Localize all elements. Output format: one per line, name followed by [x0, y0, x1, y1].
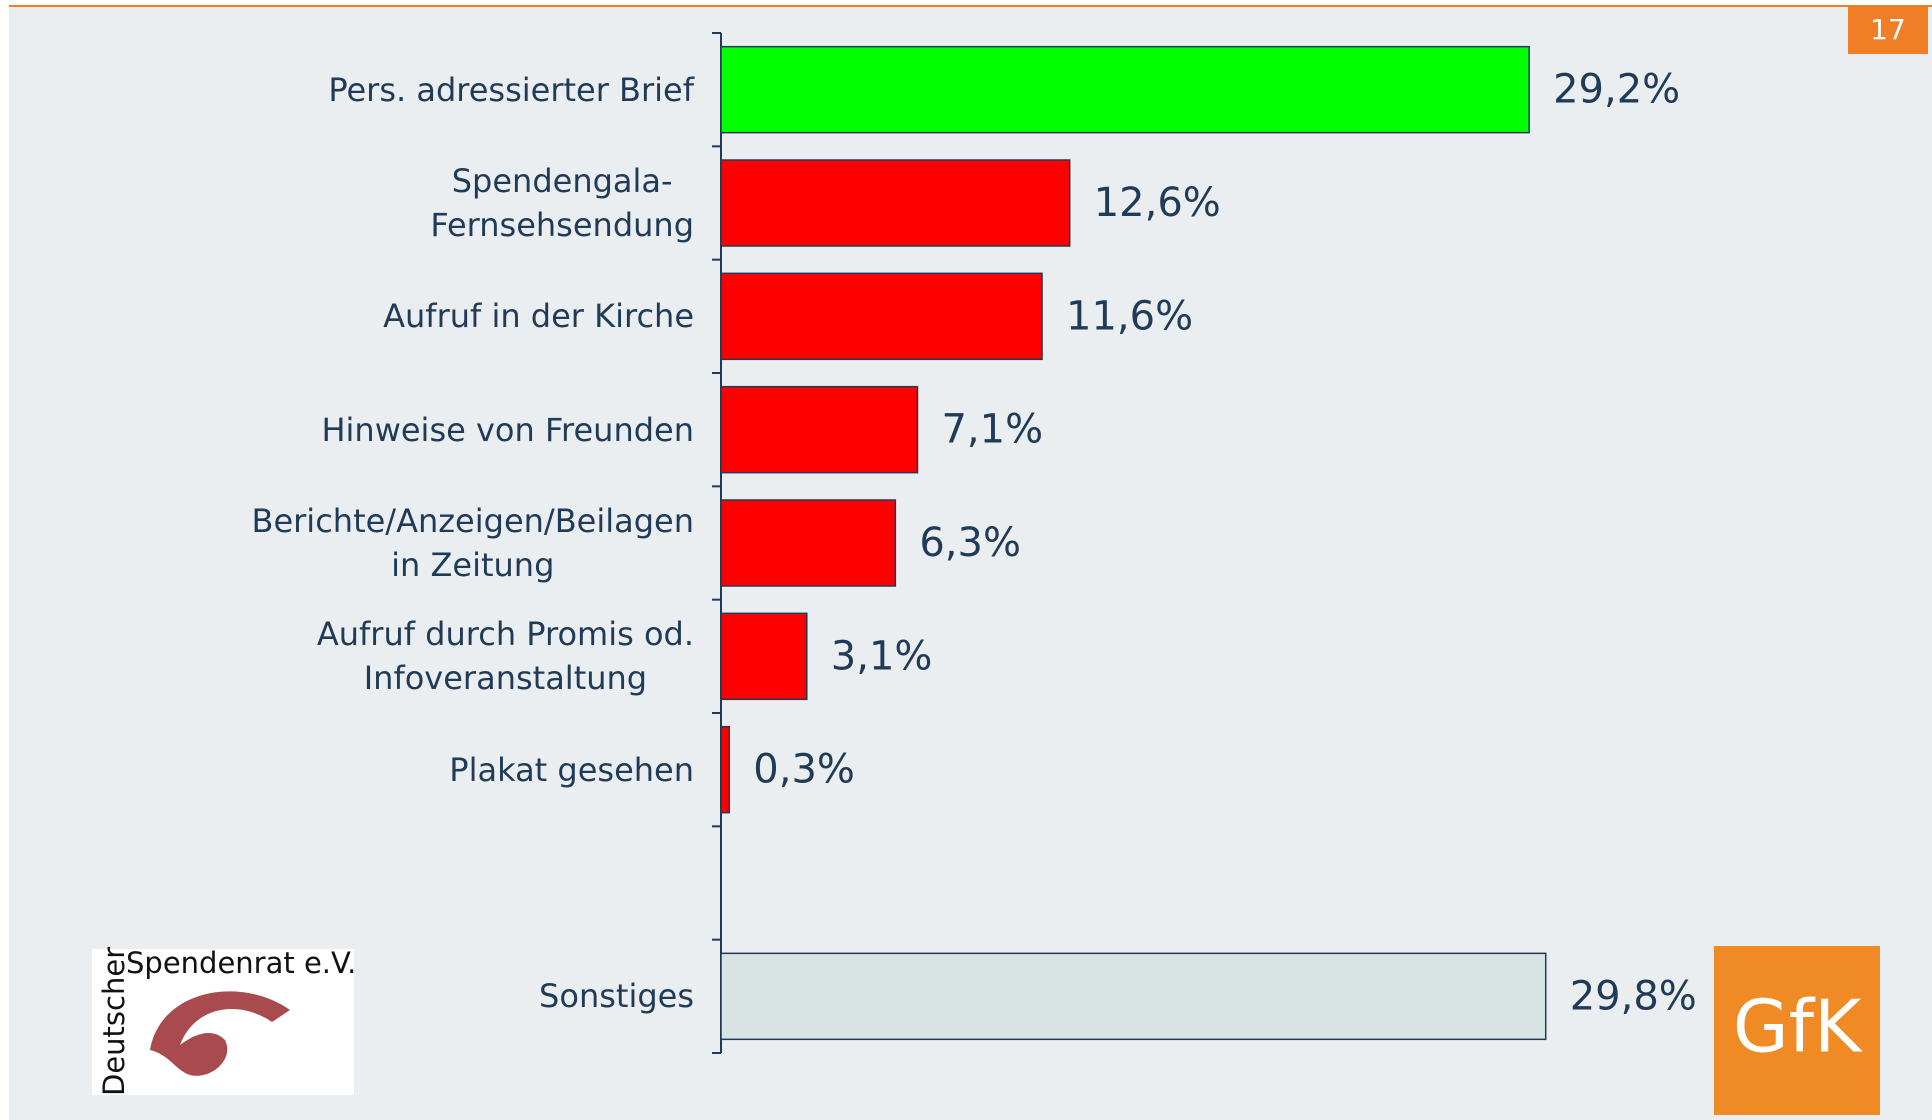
logo-text: Deutscher	[97, 947, 131, 1096]
page-number: 17	[1870, 13, 1906, 46]
bar	[720, 499, 897, 587]
category-label: Plakat gesehen	[449, 750, 694, 789]
logo-text: Spendenrat e.V.	[126, 946, 356, 980]
gfk-logo: GfK	[1733, 985, 1863, 1069]
category-label: Pers. adressierter Brief	[328, 70, 694, 109]
value-label: 7,1%	[941, 407, 1043, 453]
value-label: 0,3%	[753, 747, 855, 793]
bar	[720, 272, 1043, 361]
value-label: 12,6%	[1094, 180, 1221, 226]
category-label: Aufruf durch Promis od. Infoveranstaltun…	[316, 615, 694, 698]
category-label: Sonstiges	[539, 977, 694, 1016]
category-label: Berichte/Anzeigen/Beilagen in Zeitung	[251, 502, 695, 584]
value-label: 29,2%	[1553, 67, 1680, 113]
category-label: Spendengala- Fernsehsendung	[430, 162, 694, 244]
value-label: 6,3%	[919, 520, 1021, 566]
bar	[720, 725, 731, 814]
value-label: 3,1%	[831, 633, 933, 679]
category-label: Aufruf in der Kirche	[383, 297, 694, 336]
bar	[720, 385, 919, 474]
value-label: 29,8%	[1570, 973, 1697, 1019]
gfk-box	[1714, 946, 1880, 1115]
bar	[720, 159, 1071, 247]
category-label: Hinweise von Freunden	[321, 410, 694, 449]
value-label: 11,6%	[1066, 293, 1193, 339]
bar	[720, 45, 1530, 134]
logo-box	[92, 949, 354, 1095]
logo-swoosh	[150, 991, 290, 1076]
bar	[720, 952, 1547, 1041]
page-number-box	[1848, 6, 1928, 54]
bar	[720, 612, 808, 701]
